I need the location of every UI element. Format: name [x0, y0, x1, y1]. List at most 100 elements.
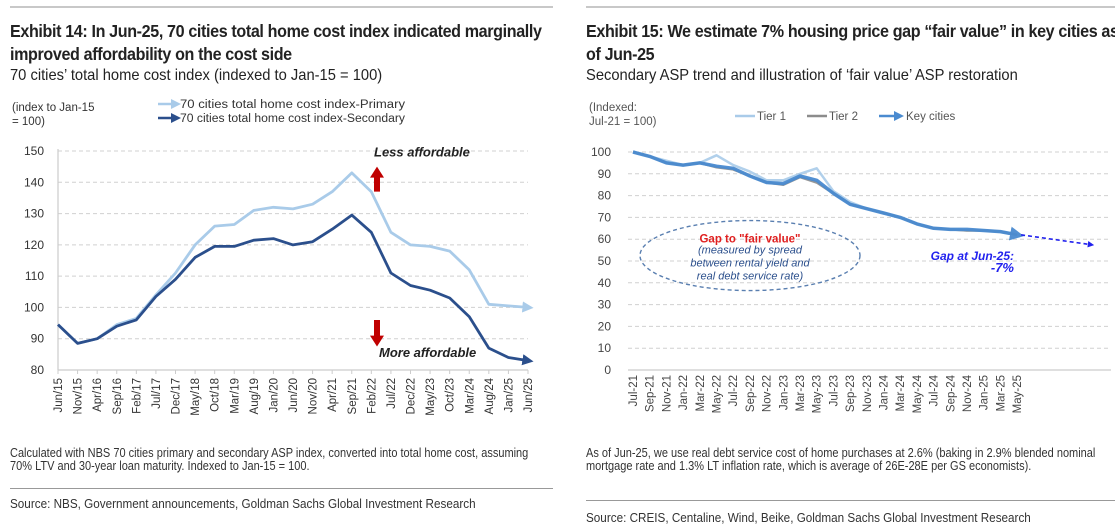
gap-annotation-text: between rental yield and [690, 257, 810, 269]
x-tick-label: Nov/15 [73, 378, 85, 414]
legend-label: Tier 1 [757, 111, 786, 123]
y-tick-label: 120 [24, 238, 44, 252]
x-tick-label: Mar/24 [464, 377, 476, 413]
x-tick-label: Mar-25 [995, 375, 1007, 411]
y-tick-label: 30 [598, 298, 612, 312]
x-tick-label: Jan-25 [979, 375, 991, 410]
x-tick-label: Nov-21 [661, 375, 673, 412]
x-tick-label: Feb/22 [366, 378, 378, 414]
gap-ellipse [639, 219, 861, 292]
gap-value: -7% [991, 260, 1015, 275]
x-tick-label: Dec/22 [406, 378, 418, 414]
y-tick-label: 90 [31, 332, 45, 346]
y-tick-label: 70 [598, 210, 612, 224]
x-tick-label: Aug/19 [249, 378, 261, 414]
x-tick-label: Oct/18 [210, 378, 222, 412]
x-tick-label: Jan/20 [268, 378, 280, 413]
x-tick-label: Mar-22 [695, 375, 707, 411]
legend-label: Tier 2 [829, 111, 858, 123]
fair-value-projection-line [1020, 234, 1095, 248]
x-tick-label: Nov-24 [962, 374, 974, 412]
annotation-less-affordable: Less affordable [374, 145, 470, 160]
exhibit-14-source: Source: NBS, Government announcements, G… [10, 496, 476, 511]
y-tick-label: 100 [591, 145, 611, 159]
chart-secondary-asp: (Indexed: Jul-21 = 100) Tier 1 Tier 2 Key ci… [589, 102, 1111, 413]
x-tick-label: Sep/21 [347, 378, 359, 414]
x-tick-label: Apr/21 [327, 378, 339, 412]
y-tick-label: 150 [24, 144, 44, 158]
x-tick-label: Jun/15 [53, 378, 65, 413]
exhibit-14-note: Calculated with NBS 70 cities primary an… [10, 446, 529, 473]
y-tick-label: 90 [598, 167, 612, 181]
y-tick-label: 110 [25, 269, 44, 283]
annotation-more-affordable: More affordable [379, 345, 476, 360]
x-tick-label: May-24 [912, 374, 924, 413]
x-tick-label: Sep/16 [112, 378, 124, 414]
y-axis-label: = 100) [12, 116, 45, 128]
y-tick-label: 60 [598, 232, 612, 246]
y-axis-label: (index to Jan-15 [12, 102, 94, 114]
x-tick-label: Jul-21 [628, 375, 640, 406]
x-tick-label: Nov-23 [862, 375, 874, 412]
series-line-key-cities [632, 150, 1024, 241]
legend-label: 70 cities total home cost index-Secondar… [180, 113, 405, 125]
x-tick-label: Dec/17 [171, 378, 183, 414]
y-tick-label: 50 [598, 254, 612, 268]
y-tick-label: 40 [598, 276, 612, 290]
x-tick-label: Apr/16 [92, 378, 104, 412]
gap-annotation-text: real debt service rate) [697, 270, 804, 282]
x-tick-label: Sep-23 [845, 375, 857, 412]
x-tick-label: May-22 [712, 375, 724, 413]
x-tick-label: Sep-21 [645, 375, 657, 412]
x-tick-label: Jul-24 [929, 374, 941, 406]
series-line-primary [57, 171, 534, 345]
exhibit-15-subtitle: Secondary ASP trend and illustration of … [586, 67, 1018, 84]
arrow-up-icon [370, 166, 384, 192]
top-divider [10, 6, 553, 8]
gap-annotation-title: Gap to "fair value" [699, 233, 800, 245]
y-tick-label: 80 [31, 363, 45, 377]
y-tick-label: 140 [24, 175, 44, 189]
exhibit-15-note: As of Jun-25, we use real debt service c… [586, 446, 1096, 473]
x-tick-label: Jul/22 [386, 378, 398, 409]
x-tick-label: Jan-23 [778, 375, 790, 410]
legend-label: 70 cities total home cost index-Primary [180, 99, 405, 111]
y-tick-label: 100 [24, 300, 44, 314]
y-tick-label: 80 [598, 189, 612, 203]
x-tick-label: Jan-22 [678, 375, 690, 410]
chart-home-cost-index: (index to Jan-15 = 100) 70 cities total ho… [12, 99, 535, 416]
x-tick-label: Sep-24 [945, 374, 957, 412]
y-tick-label: 0 [604, 363, 611, 377]
y-tick-label: 130 [24, 207, 44, 221]
y-tick-label: 10 [598, 341, 612, 355]
x-tick-label: May/18 [190, 378, 202, 416]
exhibit-14-subtitle: 70 cities’ total home cost index (indexe… [10, 67, 383, 84]
y-tick-label: 20 [598, 319, 612, 333]
x-tick-label: Mar-23 [795, 375, 807, 411]
exhibit-15-title: Exhibit 15: We estimate 7% housing price… [586, 21, 1115, 64]
x-tick-label: Jul-22 [728, 375, 740, 406]
x-tick-label: May/23 [425, 378, 437, 416]
note-divider [10, 488, 553, 489]
x-tick-label: Jun/20 [288, 378, 300, 413]
x-tick-label: May-25 [1012, 375, 1024, 413]
x-tick-label: Aug/24 [484, 377, 496, 414]
gap-annotation-text: (measured by spread [698, 244, 803, 256]
x-tick-label: May-23 [812, 375, 824, 413]
x-tick-label: Jul-23 [828, 375, 840, 406]
y-axis-label: (Indexed: [589, 102, 637, 114]
x-tick-label: Jan/25 [503, 378, 515, 413]
legend-label: Key cities [906, 111, 955, 123]
x-tick-label: Mar/19 [229, 378, 241, 414]
x-tick-label: Nov-22 [762, 375, 774, 412]
exhibit-14-title: Exhibit 14: In Jun-25, 70 cities total h… [10, 21, 542, 64]
x-tick-label: Feb/17 [131, 378, 143, 414]
x-tick-label: Mar-24 [895, 374, 907, 411]
exhibit-15-source: Source: CREIS, Centaline, Wind, Beike, G… [586, 510, 1031, 525]
arrow-down-icon [370, 319, 384, 347]
gap-label: Gap at Jun-25: [931, 249, 1014, 263]
x-tick-label: Jun/25 [523, 378, 535, 413]
x-tick-label: Oct/23 [445, 378, 457, 412]
top-divider [586, 6, 1115, 8]
x-tick-label: Jul/17 [151, 378, 163, 409]
